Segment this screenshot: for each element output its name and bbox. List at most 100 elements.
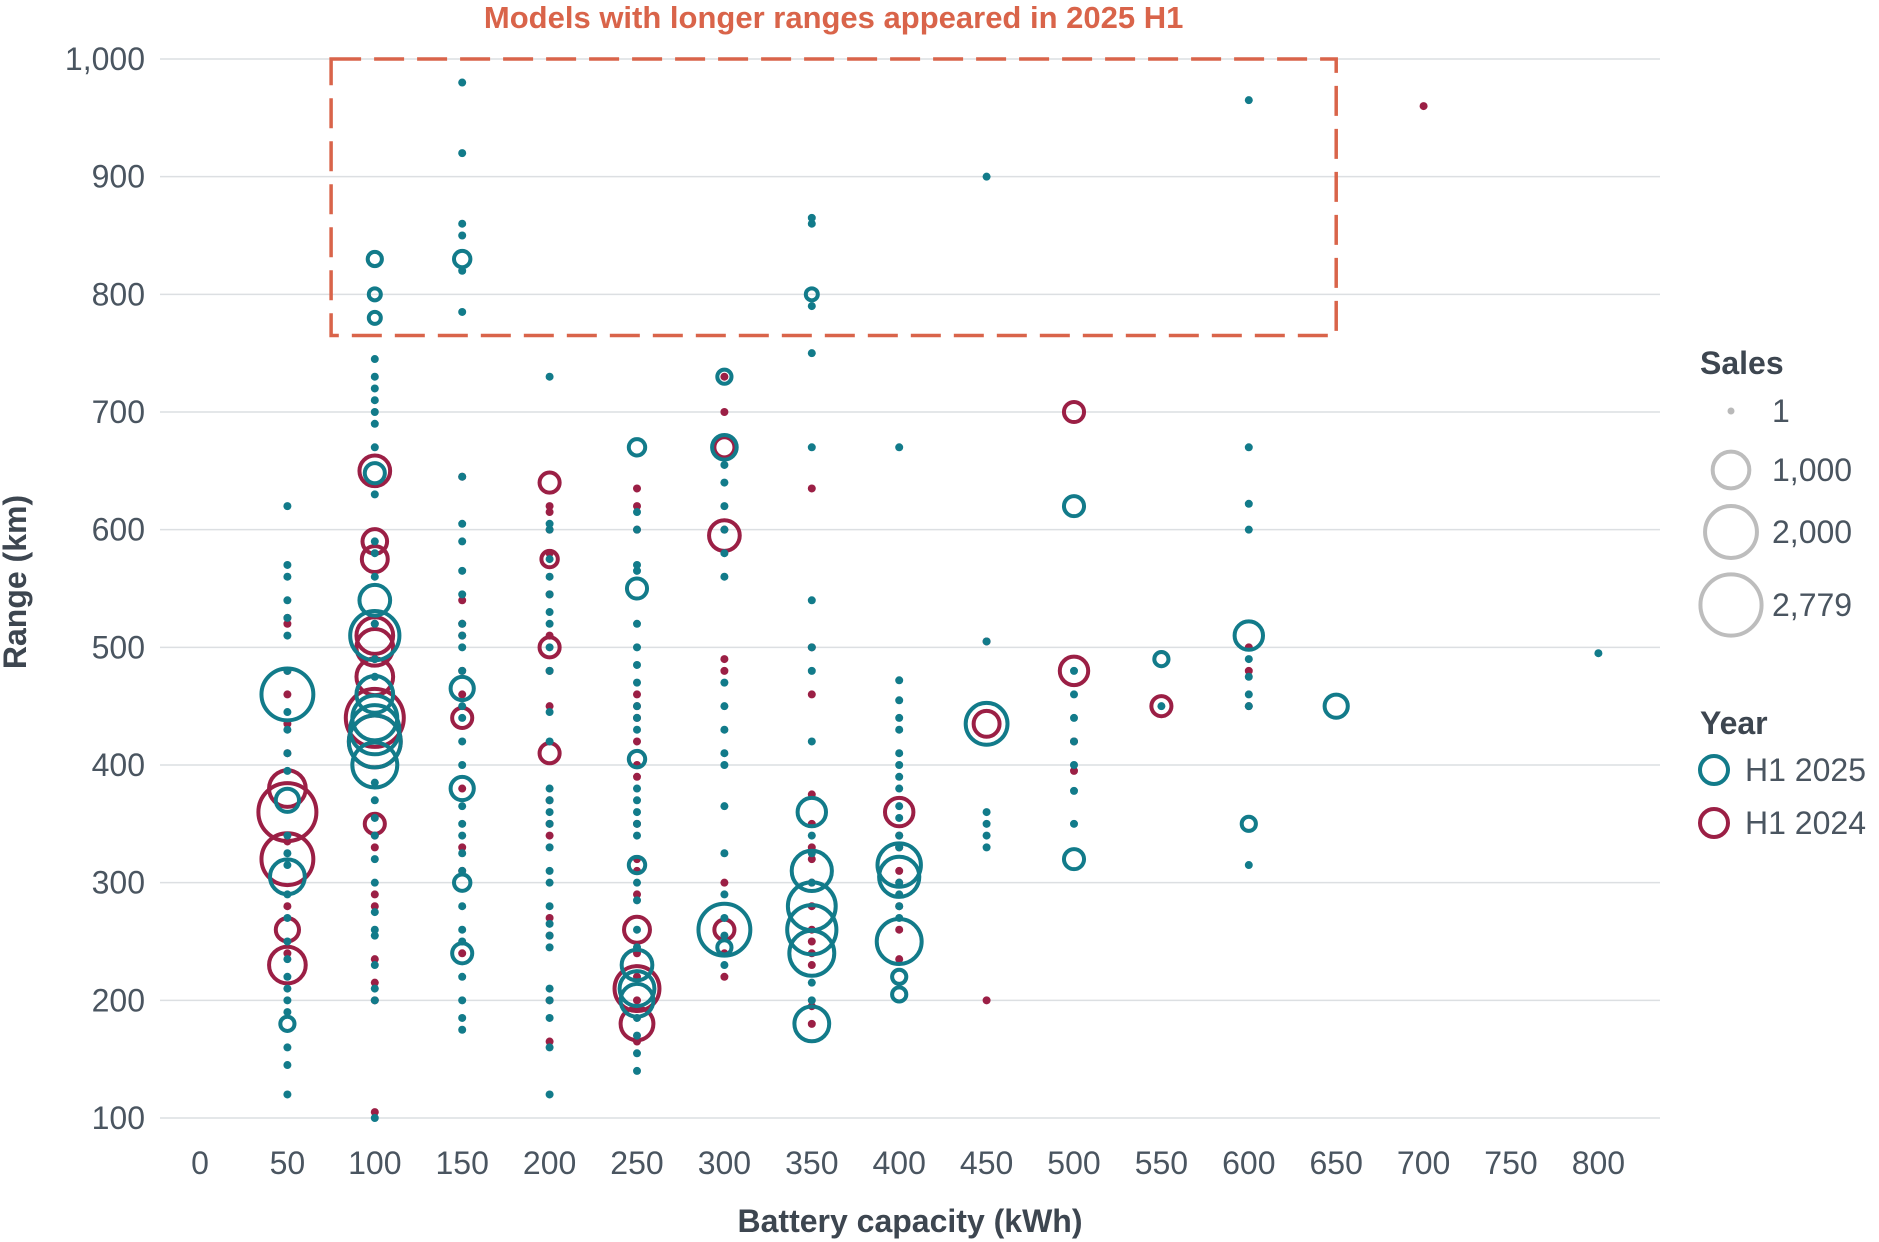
x-tick-label: 350 (785, 1145, 838, 1181)
data-point (370, 855, 379, 864)
data-point (618, 981, 656, 1019)
data-point (720, 655, 729, 664)
data-point (283, 972, 292, 981)
data-point (545, 502, 554, 511)
data-point (633, 890, 641, 899)
data-point (1070, 690, 1078, 699)
size-legend-title: Sales (1700, 345, 1784, 381)
data-point (895, 443, 904, 452)
data-point (545, 1090, 554, 1099)
data-point (458, 849, 467, 858)
data-point (795, 795, 829, 829)
data-point (283, 666, 292, 675)
data-point (545, 878, 554, 887)
x-tick-label: 550 (1135, 1145, 1188, 1181)
data-point (963, 700, 1010, 747)
data-point (370, 372, 379, 381)
data-point (1070, 819, 1078, 828)
x-axis-ticks: 0 50 100 150 200 250 300 350 400 450 500 550 600 650 7… (191, 1145, 1625, 1181)
y-tick-label: 800 (92, 276, 145, 312)
data-point (348, 608, 402, 663)
data-point (710, 432, 739, 462)
data-point (458, 619, 467, 628)
series-h1-2024 (256, 102, 1428, 1117)
data-point (370, 355, 379, 364)
y-tick-label: 200 (92, 982, 145, 1018)
data-point (622, 914, 652, 945)
data-point (458, 761, 467, 769)
data-point (458, 866, 467, 875)
data-point (283, 690, 292, 699)
data-point (370, 778, 379, 787)
data-point (283, 502, 292, 511)
data-point (1070, 761, 1078, 769)
data-point (545, 643, 554, 652)
data-point (283, 996, 292, 1005)
data-point (283, 1061, 292, 1070)
data-point (370, 843, 379, 852)
data-point (458, 831, 467, 840)
data-point (545, 372, 554, 381)
data-point (366, 286, 383, 303)
data-point (720, 890, 729, 899)
data-point (357, 582, 393, 618)
data-point (720, 849, 729, 858)
y-tick-label: 1,000 (65, 41, 145, 77)
data-point (720, 961, 729, 970)
data-point (626, 854, 648, 876)
data-point (458, 537, 467, 546)
data-point (458, 690, 467, 699)
y-tick-label: 900 (92, 159, 145, 195)
data-point (458, 784, 467, 793)
data-point (633, 896, 641, 905)
data-point (458, 925, 467, 934)
data-point (545, 737, 554, 746)
data-point (1244, 861, 1253, 870)
x-tick-label: 50 (270, 1145, 306, 1181)
data-point (982, 637, 991, 646)
data-point (1244, 655, 1253, 664)
data-point (720, 549, 729, 558)
y-tick-label: 600 (92, 512, 145, 548)
data-point (1594, 649, 1603, 658)
data-point (1057, 654, 1091, 688)
data-point (971, 708, 1002, 739)
data-point (370, 978, 379, 987)
data-point (283, 749, 292, 758)
data-point (720, 749, 729, 758)
data-point (890, 967, 909, 986)
data-point (545, 508, 554, 517)
data-point (633, 502, 641, 511)
data-point (545, 866, 554, 875)
data-point (895, 676, 904, 685)
data-point (458, 590, 467, 599)
data-point (370, 931, 379, 940)
data-point (458, 666, 467, 675)
data-point (545, 1013, 554, 1022)
data-point (895, 696, 904, 705)
data-point (448, 774, 476, 803)
data-point (807, 643, 816, 652)
data-point (370, 1114, 379, 1122)
annotation-text: Models with longer ranges appeared in 20… (484, 0, 1183, 35)
data-point (1244, 96, 1253, 105)
data-point (545, 913, 554, 922)
data-point (633, 943, 641, 952)
data-point (1149, 694, 1174, 719)
data-point (626, 748, 648, 770)
gridlines (160, 58, 1660, 1119)
data-point (545, 708, 554, 717)
data-point (895, 784, 904, 793)
x-tick-label: 800 (1572, 1145, 1625, 1181)
data-point (1070, 737, 1078, 746)
data-point (633, 725, 641, 734)
size-legend-label: 2,779 (1772, 587, 1852, 623)
data-point (1322, 692, 1350, 720)
data-point (633, 819, 641, 828)
data-point (354, 626, 396, 668)
data-point (1244, 666, 1253, 675)
data-point (882, 795, 916, 829)
data-point (458, 231, 467, 240)
data-point (545, 1037, 554, 1046)
